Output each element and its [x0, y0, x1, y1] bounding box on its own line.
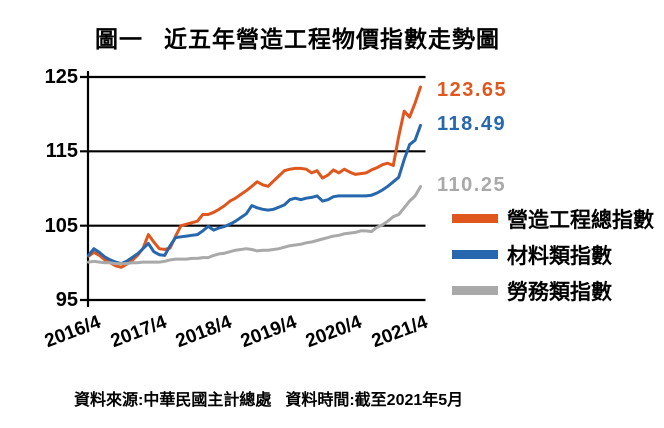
legend-item-material: 材料類指數 — [452, 241, 654, 268]
y-axis-tick-115: 115 — [45, 140, 78, 162]
end-value-labor-index: 110.25 — [437, 174, 507, 196]
end-value-material-index: 118.49 — [437, 113, 507, 135]
legend-item-total: 營造工程總指數 — [452, 205, 654, 232]
series-line-營造工程總指數 — [87, 85, 422, 269]
y-axis-tick-125: 125 — [44, 66, 78, 88]
legend-swatch-material — [452, 250, 498, 259]
legend-swatch-total — [452, 214, 498, 223]
figure-number: 圖一 — [95, 26, 143, 52]
source-text: 資料來源:中華民國主計總處 — [74, 392, 272, 409]
y-axis-tick-105: 105 — [44, 215, 78, 237]
legend: 營造工程總指數 材料類指數 勞務類指數 — [452, 205, 654, 313]
end-value-total-index: 123.65 — [437, 79, 508, 101]
figure-title-text: 近五年營造工程物價指數走勢圖 — [164, 26, 500, 52]
time-text: 資料時間:截至2021年5月 — [285, 392, 464, 409]
legend-swatch-labor — [452, 286, 498, 295]
page-title: 圖一 近五年營造工程物價指數走勢圖 — [95, 20, 500, 54]
legend-label-total: 營造工程總指數 — [507, 208, 654, 232]
legend-label-labor: 勞務類指數 — [507, 280, 612, 304]
source-note: 資料來源:中華民國主計總處 資料時間:截至2021年5月 — [74, 386, 463, 410]
series-line-材料類指數 — [87, 123, 422, 266]
legend-label-material: 材料類指數 — [507, 244, 612, 268]
legend-item-labor: 勞務類指數 — [452, 277, 654, 304]
y-axis-tick-95: 95 — [55, 289, 78, 311]
series-line-勞務類指數 — [87, 185, 422, 266]
